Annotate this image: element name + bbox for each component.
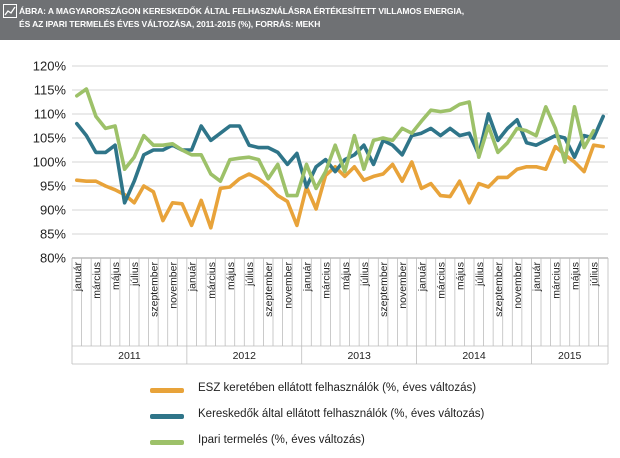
y-tick-label: 95% bbox=[40, 179, 66, 194]
legend-swatch-keresk bbox=[150, 414, 184, 419]
label-layer: 80% 85% 90% 95% 100% 105% 110% 115% 120% január má… bbox=[33, 59, 601, 363]
legend-label-ipari: Ipari termelés (%, éves változás) bbox=[198, 434, 365, 446]
y-tick-label: 120% bbox=[33, 59, 67, 74]
y-tick-label: 90% bbox=[40, 203, 66, 218]
y-tick-label: 85% bbox=[40, 227, 66, 242]
year-label: 2015 bbox=[558, 350, 582, 362]
x-tick-label: szeptember bbox=[493, 261, 505, 316]
line-chart: 80% 85% 90% 95% 100% 105% 110% 115% 120% január má… bbox=[33, 59, 609, 365]
year-label: 2011 bbox=[118, 350, 141, 362]
legend-label-keresk: Kereskedők által ellátott felhasználók (… bbox=[198, 408, 485, 420]
year-label: 2012 bbox=[233, 350, 257, 362]
x-tick-label: május bbox=[340, 262, 352, 290]
figure-header: ÁBRA: A MAGYARORSZÁGON KERESKEDŐK ÁLTAL … bbox=[0, 0, 620, 40]
series-line-ipari bbox=[75, 87, 596, 198]
x-tick-label: szeptember bbox=[378, 261, 390, 316]
x-tick-label: március bbox=[206, 262, 218, 299]
figure-title-line2: ÉS AZ IPARI TERMELÉS ÉVES VÁLTOZÁSA, 201… bbox=[19, 19, 321, 29]
x-tick-label: november bbox=[282, 262, 294, 309]
y-tick-label: 115% bbox=[34, 83, 67, 98]
y-tick-label: 80% bbox=[40, 251, 66, 266]
x-tick-label: május bbox=[225, 262, 237, 290]
figure-title-line1: ÁBRA: A MAGYARORSZÁGON KERESKEDŐK ÁLTAL … bbox=[19, 6, 465, 16]
x-tick-label: május bbox=[570, 262, 582, 290]
x-tick-label: január bbox=[416, 262, 428, 293]
x-tick-label: január bbox=[187, 262, 199, 293]
legend-label-esz: ESZ keretében ellátott felhasználók (%, … bbox=[198, 382, 477, 394]
x-tick-label: május bbox=[455, 262, 467, 290]
x-tick-label: március bbox=[91, 262, 103, 299]
x-tick-label: szeptember bbox=[148, 261, 160, 316]
x-tick-label: május bbox=[110, 262, 122, 290]
x-tick-label: július bbox=[129, 262, 141, 287]
y-tick-label: 110% bbox=[34, 107, 67, 122]
chart-icon bbox=[3, 4, 17, 18]
y-tick-label: 100% bbox=[33, 155, 67, 170]
series-line-esz bbox=[75, 143, 606, 230]
year-label: 2014 bbox=[462, 350, 486, 362]
y-tick-label: 105% bbox=[33, 131, 67, 146]
x-tick-label: november bbox=[512, 262, 524, 309]
legend-swatch-ipari bbox=[150, 440, 184, 445]
x-tick-label: július bbox=[244, 262, 256, 287]
x-tick-label: november bbox=[168, 262, 180, 309]
x-tick-label: március bbox=[436, 262, 448, 299]
x-tick-label: január bbox=[72, 262, 84, 293]
x-tick-label: július bbox=[474, 262, 486, 287]
series-layer bbox=[75, 87, 606, 230]
x-tick-label: január bbox=[531, 262, 543, 293]
series-line-keresk bbox=[75, 112, 606, 205]
x-tick-label: március bbox=[321, 262, 333, 299]
legend-swatch-esz bbox=[150, 388, 184, 393]
x-tick-label: március bbox=[550, 262, 562, 299]
x-tick-label: július bbox=[359, 262, 371, 287]
year-label: 2013 bbox=[347, 350, 371, 362]
x-tick-label: szeptember bbox=[263, 261, 275, 316]
x-tick-label: január bbox=[302, 262, 314, 293]
x-tick-label: július bbox=[589, 262, 601, 287]
x-tick-label: november bbox=[397, 262, 409, 309]
axis-layer bbox=[71, 257, 609, 365]
